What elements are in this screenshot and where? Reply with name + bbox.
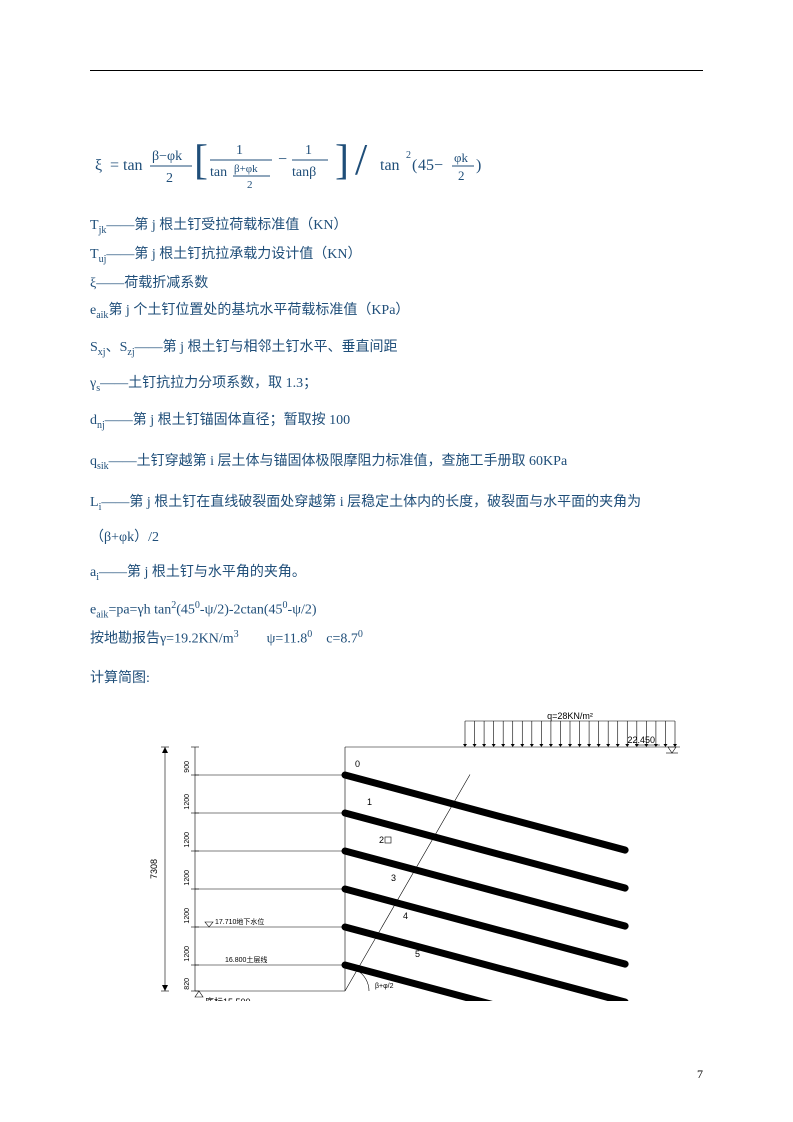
formula-f3den: tanβ [292, 165, 316, 180]
def1-post: ——第 j 根土钉受拉荷载标准值（KN） [106, 218, 347, 233]
def11-e: -ψ/2) [288, 602, 317, 617]
header-rule [90, 70, 703, 71]
def5-s2: zj [127, 346, 134, 357]
def7-post: ——第 j 根土钉锚固体直径；暂取按 100 [105, 413, 350, 428]
def9-post: ——第 j 根土钉在直线破裂面处穿越第 i 层稳定土体内的长度，破裂面与水平面的… [101, 495, 641, 510]
def-line-11: eaik=pa=γh tan2(450-ψ/2)-2ctan(450-ψ/2) [90, 597, 703, 624]
svg-text:β+φ/2: β+φ/2 [375, 983, 394, 990]
def11-d: -ψ/2)-2ctan(45 [200, 602, 283, 617]
formula-f4num: φk [454, 150, 469, 165]
svg-text:22.450: 22.450 [627, 735, 655, 745]
def5-p1: S [90, 340, 98, 355]
def6-post: ——土钉抗拉力分项系数，取 1.3； [100, 376, 317, 391]
formula-tan2: tan [380, 157, 400, 174]
def5-s1: xj [98, 346, 106, 357]
diagram-container: q=28KN/m² 22.450 900 1200 1200 1200 1200 1200 82… [120, 711, 703, 1006]
formula-f1den: 2 [166, 171, 173, 186]
formula-f2dentan: tan [210, 165, 227, 180]
formula-bigsolidus: / [355, 135, 368, 184]
svg-text:q=28KN/m²: q=28KN/m² [547, 711, 593, 721]
formula-block: ξ = tan β−φk 2 [ 1 tan β+φk 2 − 1 tanβ ] [90, 130, 703, 205]
formula-lparen: ( [412, 157, 417, 174]
def-line-4: eaik第 j 个土钉位置处的基坑水平荷载标准值（KPa） [90, 298, 703, 325]
page-number: 7 [697, 1067, 703, 1082]
formula-tan1: tan [123, 157, 143, 174]
def12-a: 按地勘报告γ=19.2KN/m [90, 632, 234, 647]
def11-asub: aik [96, 609, 108, 620]
def-line-7: dnj——第 j 根土钉锚固体直径；暂取按 100 [90, 408, 703, 435]
def2-post: ——第 j 根土钉抗拉承载力设计值（KN） [106, 247, 361, 262]
formula-f2num: 1 [236, 143, 243, 158]
svg-text:1200: 1200 [184, 794, 191, 810]
svg-text:1200: 1200 [184, 832, 191, 848]
def1-pre: T [90, 218, 99, 233]
def8-sub: sik [97, 461, 109, 472]
def4-post: 第 j 个土钉位置处的基坑水平荷载标准值（KPa） [108, 303, 409, 318]
formula-svg: ξ = tan β−φk 2 [ 1 tan β+φk 2 − 1 tanβ ] [90, 130, 510, 200]
def8-pre: q [90, 454, 97, 469]
def-line-12: 按地勘报告γ=19.2KN/m3 ψ=11.80 c=8.70 [90, 626, 703, 652]
def11-b: =pa=γh tan [108, 602, 171, 617]
def12-s3: 0 [358, 629, 363, 640]
def9-pre: L [90, 495, 99, 510]
def-line-9: Li——第 j 根土钉在直线破裂面处穿越第 i 层稳定土体内的长度，破裂面与水平… [90, 490, 703, 517]
def-line-5: Sxj、Szj——第 j 根土钉与相邻土钉水平、垂直间距 [90, 335, 703, 362]
formula-minus: − [278, 151, 287, 168]
svg-text:900: 900 [184, 761, 191, 773]
svg-text:5: 5 [415, 949, 420, 959]
calculation-diagram: q=28KN/m² 22.450 900 1200 1200 1200 1200 1200 82… [120, 711, 680, 1001]
svg-text:7308: 7308 [149, 859, 159, 879]
def-line-8: qsik——土钉穿越第 i 层土体与锚固体极限摩阻力标准值，查施工手册取 60K… [90, 449, 703, 476]
formula-f4den: 2 [458, 168, 465, 183]
svg-text:3: 3 [391, 873, 396, 883]
formula-sup2: 2 [406, 150, 411, 161]
svg-text:1: 1 [367, 797, 372, 807]
def7-pre: d [90, 413, 97, 428]
def12-b: ψ=11.8 [239, 632, 308, 647]
formula-eq: = [110, 157, 119, 174]
def-line-10: ai——第 j 根土钉与水平角的夹角。 [90, 560, 703, 587]
svg-text:2: 2 [379, 835, 384, 845]
svg-text:16.800土层线: 16.800土层线 [225, 955, 267, 964]
svg-text:底标15.500: 底标15.500 [205, 996, 251, 1001]
formula-f2df1n: β+φk [234, 163, 258, 175]
def7-sub: nj [97, 420, 105, 431]
def-line-6: γs——土钉抗拉力分项系数，取 1.3； [90, 371, 703, 398]
svg-text:820: 820 [184, 978, 191, 990]
formula-f3num: 1 [305, 143, 312, 158]
def2-pre: T [90, 247, 99, 262]
formula-f2df1d: 2 [247, 179, 253, 191]
formula-rparen: ) [476, 157, 481, 174]
def4-sub: aik [96, 310, 108, 321]
def5-post: ——第 j 根土钉与相邻土钉水平、垂直间距 [135, 340, 398, 355]
def-line-9b: （β+φk）/2 [90, 525, 703, 550]
def8-post: ——土钉穿越第 i 层土体与锚固体极限摩阻力标准值，查施工手册取 60KPa [109, 454, 568, 469]
definitions-block: Tjk——第 j 根土钉受拉荷载标准值（KN） Tuj——第 j 根土钉抗拉承载… [90, 213, 703, 691]
diagram-title: 计算简图: [90, 666, 703, 691]
svg-text:4: 4 [403, 911, 408, 921]
def10-post: ——第 j 根土钉与水平角的夹角。 [99, 565, 306, 580]
formula-f1num: β−φk [152, 149, 182, 164]
def-line-1: Tjk——第 j 根土钉受拉荷载标准值（KN） [90, 213, 703, 240]
formula-rbracket: ] [335, 138, 349, 184]
def11-c: (45 [176, 602, 195, 617]
def5-mid: 、S [106, 340, 128, 355]
svg-text:17.710地下水位: 17.710地下水位 [215, 917, 264, 926]
def12-c: c=8.7 [312, 632, 358, 647]
formula-xi: ξ [95, 157, 102, 174]
svg-text:0: 0 [355, 759, 360, 769]
svg-text:1200: 1200 [184, 908, 191, 924]
svg-text:1200: 1200 [184, 946, 191, 962]
def-line-2: Tuj——第 j 根土钉抗拉承载力设计值（KN） [90, 242, 703, 269]
svg-text:1200: 1200 [184, 870, 191, 886]
formula-lbracket: [ [194, 138, 208, 184]
formula-45: 45− [418, 157, 443, 174]
def-line-3: ξ——荷载折减系数 [90, 271, 703, 296]
